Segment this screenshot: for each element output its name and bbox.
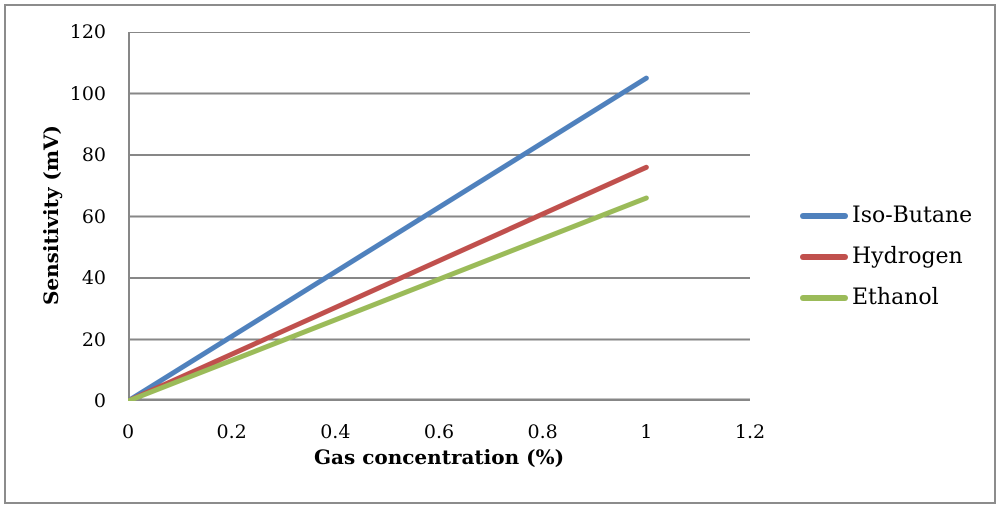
y-tick-label: 40: [81, 267, 106, 289]
legend-label: Hydrogen: [852, 243, 963, 269]
series-line-iso-butane: [128, 75, 649, 401]
x-tick-label: 1: [640, 421, 653, 443]
legend-swatch-icon: [800, 253, 848, 260]
chart-border: [4, 4, 996, 504]
legend-item: Hydrogen: [800, 236, 972, 277]
legend-label: Ethanol: [852, 284, 939, 310]
x-tick-label: 0.6: [423, 421, 455, 443]
legend-item: Iso-Butane: [800, 195, 972, 236]
legend-label: Iso-Butane: [852, 202, 973, 228]
legend: Iso-Butane Hydrogen Ethanol: [800, 195, 972, 318]
legend-item: Ethanol: [800, 277, 972, 318]
y-tick-label: 20: [81, 328, 106, 351]
y-tick-label: 100: [69, 82, 106, 105]
x-tick-label: 0.8: [527, 421, 558, 443]
plot-area: [128, 32, 750, 401]
legend-swatch-icon: [800, 294, 848, 301]
series-line-ethanol: [128, 195, 649, 401]
x-tick-label: 0: [121, 421, 135, 443]
y-tick-label: 60: [81, 205, 106, 228]
y-tick-label: 80: [81, 144, 106, 166]
x-tick-label: 0.4: [320, 421, 351, 443]
x-tick-label: 1.2: [734, 421, 766, 443]
x-axis-title: Gas concentration (%): [313, 445, 565, 469]
y-tick-label: 0: [93, 390, 106, 412]
x-tick-label: 0.2: [216, 421, 247, 443]
y-tick-label: 120: [69, 21, 106, 43]
legend-swatch-icon: [800, 212, 848, 219]
series-line-hydrogen: [128, 164, 649, 401]
